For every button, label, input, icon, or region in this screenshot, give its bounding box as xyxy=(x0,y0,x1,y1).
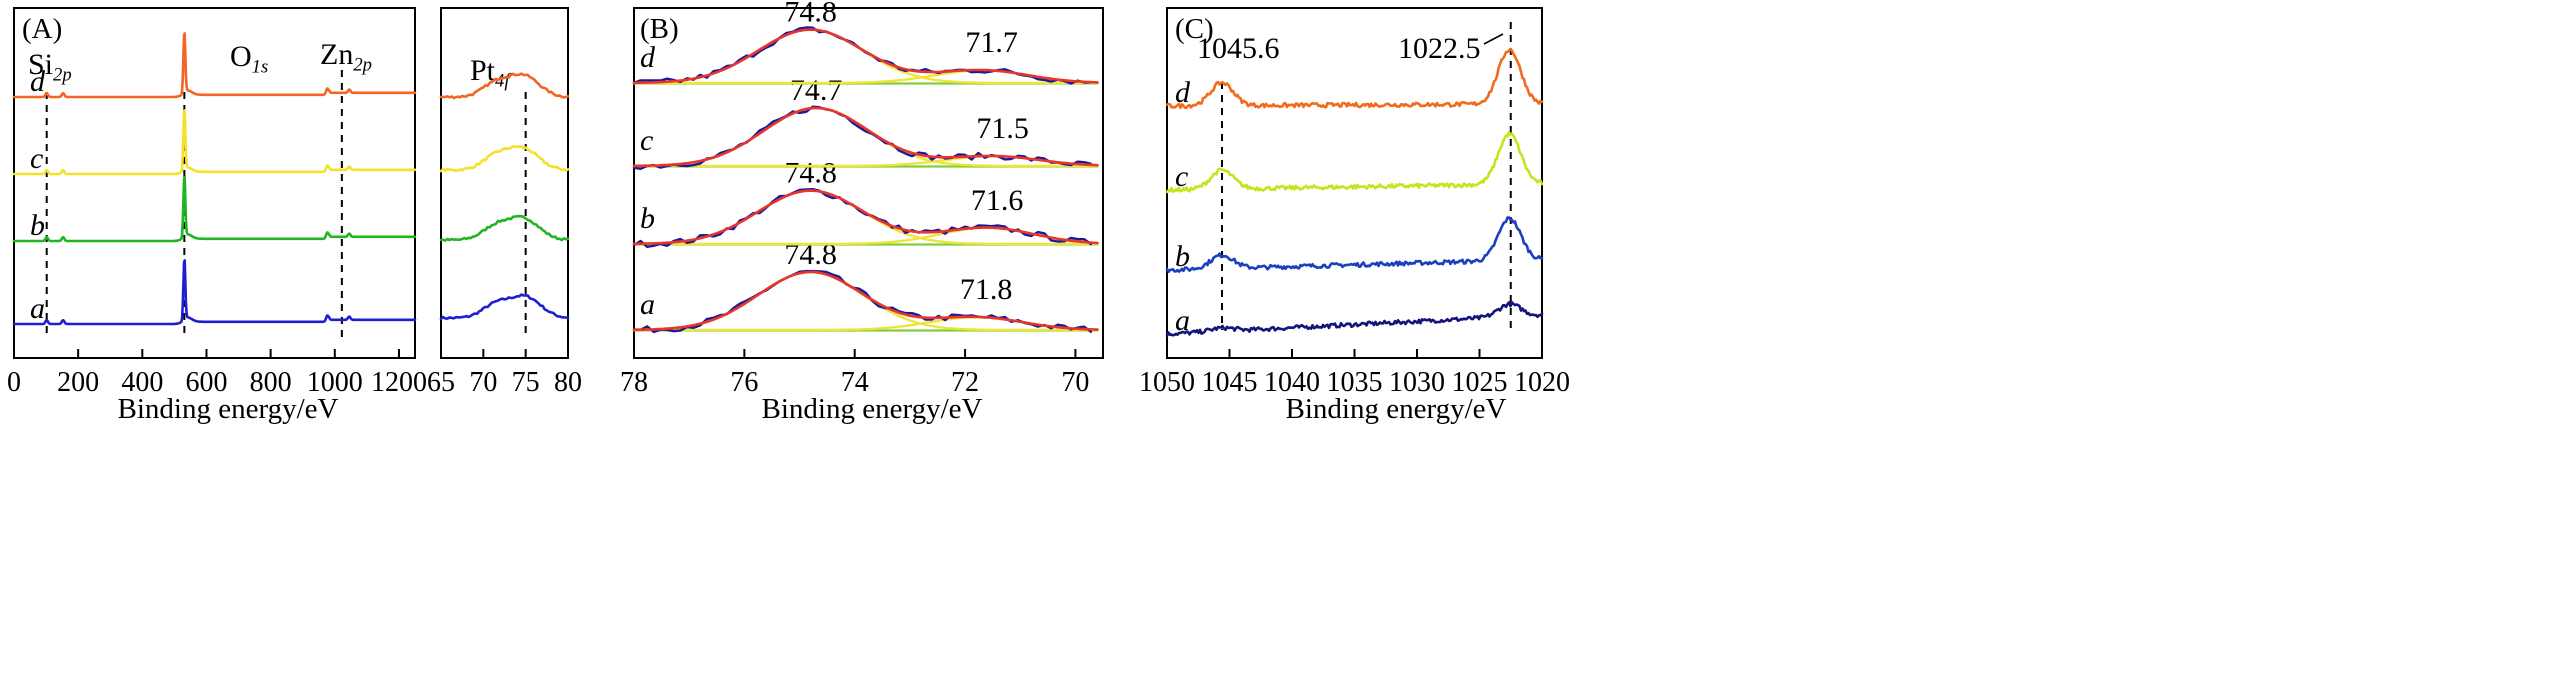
panel-b-series-label: c xyxy=(640,124,653,157)
panel-b-tick-label: 78 xyxy=(620,367,648,398)
panel-a-series-label: a xyxy=(30,292,45,325)
pt4f-tick-label: 65 xyxy=(427,367,455,398)
panel-a: 0 200 400 600 800 1000 1200 (A) Binding energy/e… xyxy=(7,7,582,425)
panel-b-tick-label: 70 xyxy=(1061,367,1089,398)
panel-a-series-label: b xyxy=(30,209,45,242)
panel-a-label: (A) xyxy=(22,13,62,45)
panel-b-envelope-c xyxy=(632,106,1099,168)
panel-b-series-label: d xyxy=(640,41,656,74)
panel-b-tick-label: 72 xyxy=(951,367,979,398)
panel-c-trace-a xyxy=(1165,301,1544,337)
panel-c-tick-label: 1020 xyxy=(1514,367,1570,398)
panel-b-label: (B) xyxy=(640,13,679,45)
panel-b-envelope-b xyxy=(632,189,1099,246)
panel-a-frame xyxy=(13,7,416,359)
pt4f-trace-a xyxy=(439,293,570,321)
panel-c-tick-label: 1045 xyxy=(1202,367,1258,398)
panel-c-tick-label: 1030 xyxy=(1389,367,1445,398)
panel-a-series-label: d xyxy=(30,65,46,98)
zn2p-label-sub: 2p xyxy=(353,55,372,76)
panel-a-xlabel: Binding energy/eV xyxy=(118,393,339,425)
panel-c-annotation-1045: 1045.6 xyxy=(1197,32,1280,65)
panel-c-trace-b xyxy=(1165,216,1544,274)
panel-c-series-label: a xyxy=(1175,304,1190,337)
pt4f-trace-c xyxy=(439,145,570,173)
panel-c-tick-label: 1050 xyxy=(1139,367,1195,398)
si2p-label-base: Si xyxy=(28,48,53,81)
panel-c-xlabel: Binding energy/eV xyxy=(1286,393,1507,425)
survey-trace-a xyxy=(12,259,417,326)
pt4f-tick-label: 75 xyxy=(512,367,540,398)
o1s-label: O1s xyxy=(230,40,268,78)
panel-a-tick-label: 0 xyxy=(7,367,21,398)
panel-c-tick-label: 1035 xyxy=(1327,367,1383,398)
panel-b-xlabel: Binding energy/eV xyxy=(762,393,983,425)
survey-trace-c xyxy=(12,109,417,176)
zn2p-label: Zn2p xyxy=(320,38,372,76)
panel-b-envelope-a xyxy=(632,270,1099,332)
panel-a-tick-label: 1000 xyxy=(307,367,363,398)
panel-a-tick-label: 800 xyxy=(250,367,292,398)
survey-trace-b xyxy=(12,176,417,243)
panel-a-tick-label: 400 xyxy=(121,367,163,398)
panel-a-tick-label: 200 xyxy=(57,367,99,398)
pt4f-tick-label: 70 xyxy=(469,367,497,398)
panel-c-leader-line xyxy=(1483,33,1504,45)
panel-c-tick-label: 1025 xyxy=(1452,367,1508,398)
panel-b-envelope-d xyxy=(632,28,1099,85)
panel-b: 78 76 74 72 70 (B) Binding energy/eV 74.8 71.8 a 7… xyxy=(620,0,1104,425)
pt4f-trace-d xyxy=(439,72,570,100)
panel-b-series-label: b xyxy=(640,202,655,235)
panel-c-trace-d xyxy=(1165,47,1544,110)
panel-c-series-label: b xyxy=(1175,240,1190,273)
panel-c-label: (C) xyxy=(1175,13,1214,45)
panel-b-tick-label: 76 xyxy=(730,367,758,398)
pt4f-title: Pt4f xyxy=(470,54,512,92)
pt4f-tick-label: 80 xyxy=(554,367,582,398)
si2p-label: Si2p xyxy=(28,48,72,86)
panel-a-tick-label: 600 xyxy=(185,367,227,398)
panel-c-series-label: c xyxy=(1175,160,1188,193)
panel-c-trace-c xyxy=(1165,131,1544,194)
panel-a-tick-label: 1200 xyxy=(371,367,427,398)
survey-trace-d xyxy=(12,32,417,99)
panel-a-series-label: c xyxy=(30,142,43,175)
zn2p-label-base: Zn xyxy=(320,38,353,71)
pt4f-trace-b xyxy=(439,214,570,242)
panel-b-peak1-label: 74.7 xyxy=(790,74,843,107)
panel-b-series-label: a xyxy=(640,288,655,321)
pt4f-inset-frame xyxy=(440,7,569,359)
panel-b-peak1-label: 74.8 xyxy=(784,157,837,190)
panel-b-peak2-label: 71.7 xyxy=(965,26,1018,59)
panel-b-frame xyxy=(633,7,1104,359)
panel-c-tick-label: 1040 xyxy=(1264,367,1320,398)
panel-b-tick-label: 74 xyxy=(841,367,869,398)
o1s-label-base: O xyxy=(230,40,252,73)
panel-b-peak2-label: 71.5 xyxy=(976,112,1029,145)
panel-c: 1050 1045 1040 1035 1030 1025 1020 (C) Binding e… xyxy=(1139,7,1570,425)
panel-b-peak2-label: 71.8 xyxy=(960,273,1013,306)
panel-c-series-label: d xyxy=(1175,76,1191,109)
panel-b-peak2-label: 71.6 xyxy=(971,184,1024,217)
o1s-label-sub: 1s xyxy=(252,57,269,78)
si2p-label-sub: 2p xyxy=(53,65,72,86)
panel-c-annotation-1022: 1022.5 xyxy=(1398,32,1481,65)
panel-b-peak1-label: 74.8 xyxy=(784,0,837,29)
